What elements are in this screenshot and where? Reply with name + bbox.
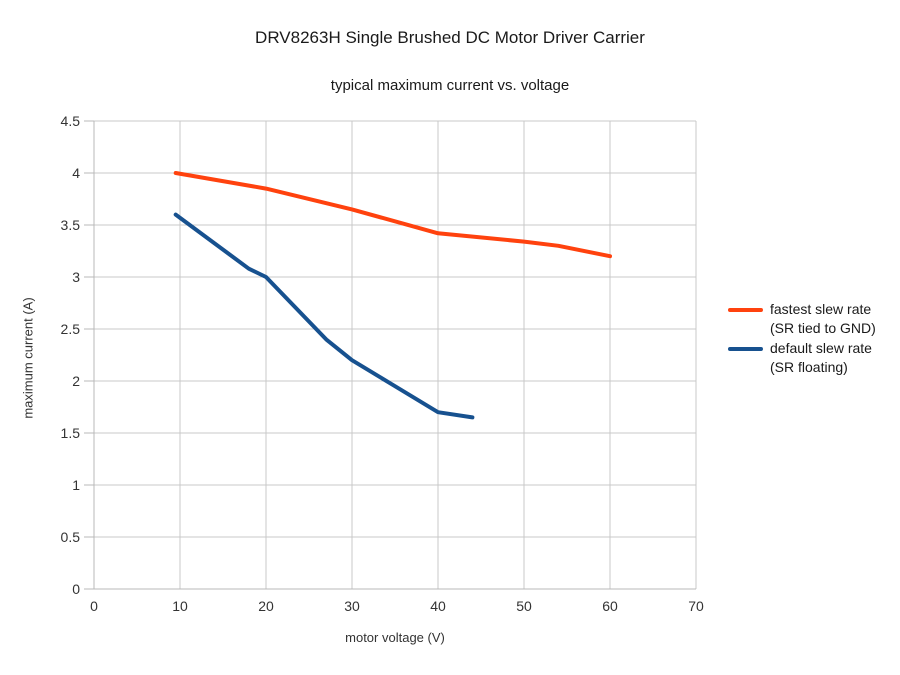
y-tick-label: 0 [72, 581, 80, 597]
legend-line-swatch-fastest-slew-rate [728, 308, 763, 312]
y-tick-label: 4 [72, 165, 80, 181]
y-tick-label: 2.5 [61, 321, 81, 337]
x-tick-label: 0 [90, 598, 98, 614]
y-tick-label: 1 [72, 477, 80, 493]
x-axis-title: motor voltage (V) [345, 630, 445, 645]
x-tick-label: 50 [516, 598, 532, 614]
y-tick-label: 4.5 [61, 113, 81, 129]
legend-label-default-slew-rate: default slew rate (SR floating) [770, 339, 872, 377]
chart-title: DRV8263H Single Brushed DC Motor Driver … [255, 28, 645, 47]
x-tick-label: 20 [258, 598, 274, 614]
x-tick-label: 70 [688, 598, 704, 614]
x-tick-label: 30 [344, 598, 360, 614]
chart-subtitle: typical maximum current vs. voltage [330, 77, 570, 94]
legend-label-line2: (SR floating) [770, 359, 848, 375]
legend-label-fastest-slew-rate: fastest slew rate (SR tied to GND) [770, 300, 876, 338]
y-tick-label: 3 [72, 269, 80, 285]
series-line-default-slew-rate [173, 212, 475, 420]
series-line-fastest-slew-rate [173, 171, 612, 259]
legend-entry-fastest-slew-rate: fastest slew rate (SR tied to GND) [728, 300, 876, 338]
x-tick-label: 10 [172, 598, 188, 614]
y-tick-label: 0.5 [61, 529, 81, 545]
x-tick-label: 40 [430, 598, 446, 614]
legend-line-swatch-default-slew-rate [728, 347, 763, 351]
legend: fastest slew rate (SR tied to GND) defau… [728, 300, 876, 378]
legend-label-line2: (SR tied to GND) [770, 320, 876, 336]
y-tick-label: 1.5 [61, 425, 81, 441]
legend-entry-default-slew-rate: default slew rate (SR floating) [728, 339, 876, 377]
legend-label-line1: default slew rate [770, 340, 872, 356]
legend-label-line1: fastest slew rate [770, 301, 872, 317]
y-tick-label: 3.5 [61, 217, 81, 233]
x-tick-label: 60 [602, 598, 618, 614]
y-axis-title: maximum current (A) [20, 297, 36, 419]
y-tick-label: 2 [72, 373, 80, 389]
